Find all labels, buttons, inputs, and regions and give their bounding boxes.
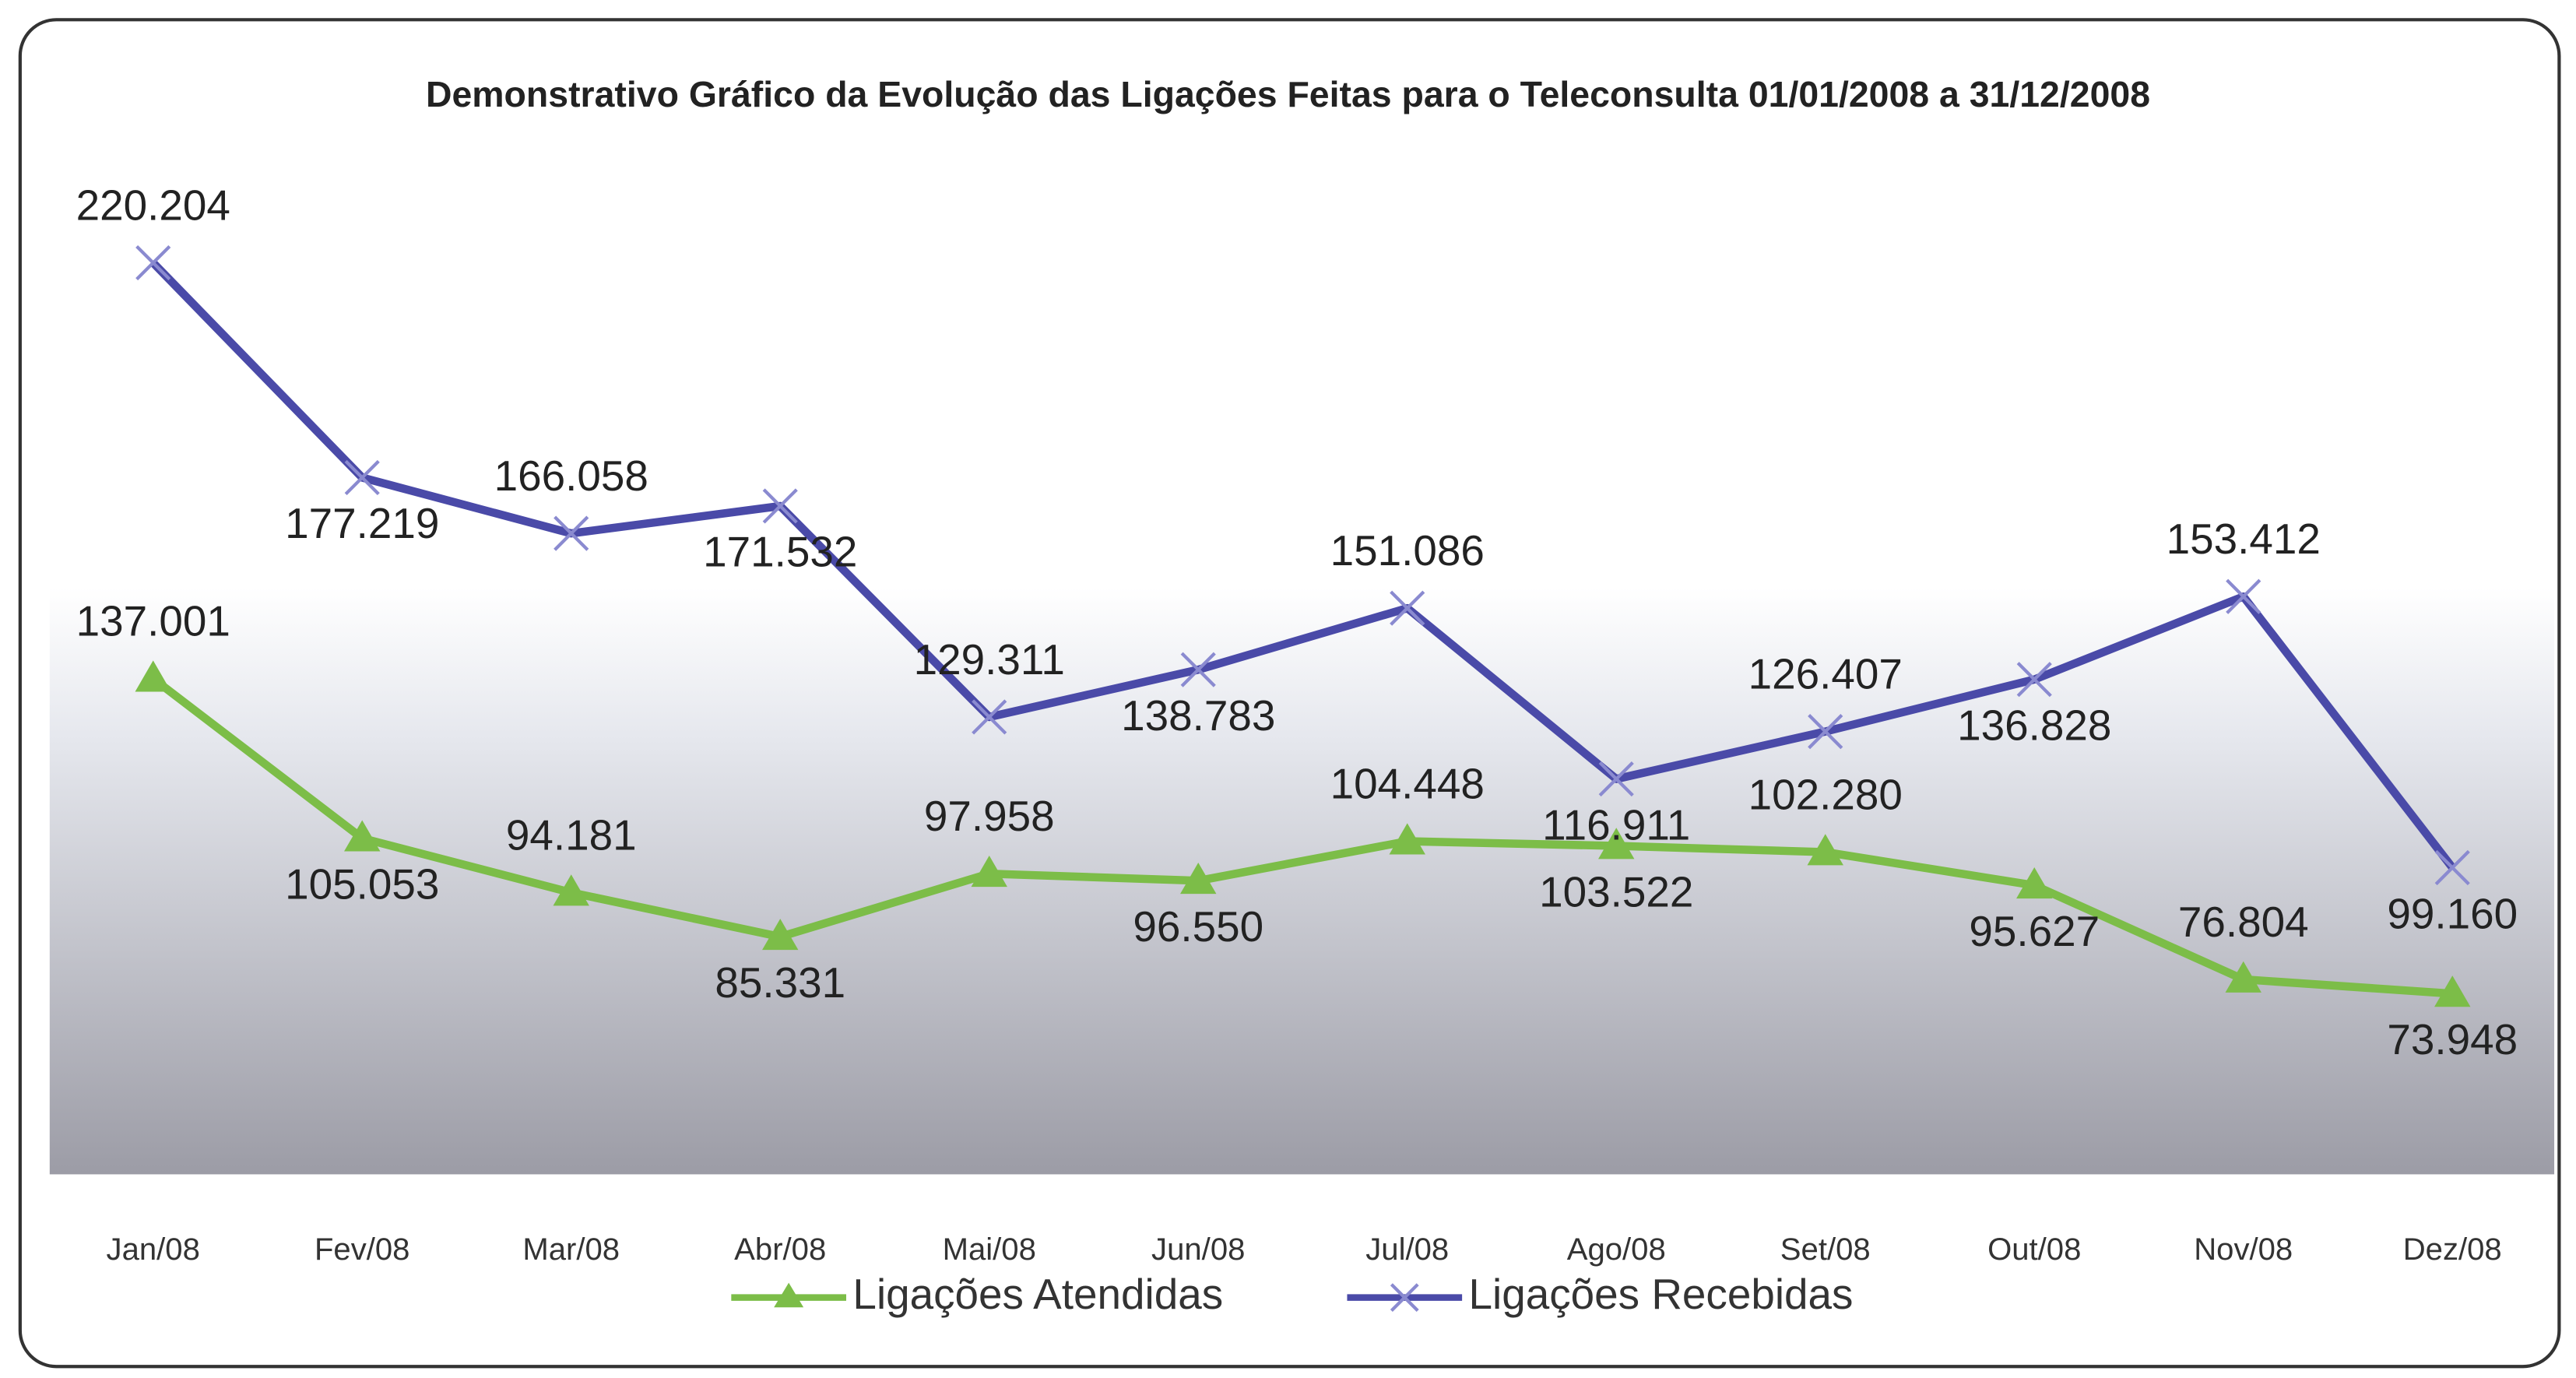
data-label: 171.532	[703, 528, 857, 576]
marker	[554, 515, 589, 551]
marker	[1180, 863, 1217, 895]
data-label: 177.219	[285, 499, 439, 547]
data-label: 136.828	[1957, 701, 2111, 749]
x-tick-label: Set/08	[1780, 1232, 1871, 1267]
plot-area	[49, 197, 2555, 1175]
marker	[344, 459, 380, 496]
data-label: 129.311	[914, 635, 1065, 684]
data-label: 105.053	[285, 859, 439, 908]
x-tick-label: Jul/08	[1365, 1232, 1449, 1267]
title-box: Demonstrativo Gráfico da Evolução das Li…	[425, 73, 2151, 115]
x-tick-label: Abr/08	[734, 1232, 826, 1267]
legend-label: Ligações Atendidas	[852, 1270, 1223, 1318]
marker	[135, 660, 171, 692]
data-label: 103.522	[1539, 867, 1693, 916]
legend-label: Ligações Recebidas	[1469, 1270, 1854, 1318]
marker	[2225, 961, 2261, 993]
x-tick-label: Dez/08	[2403, 1232, 2502, 1267]
data-label: 104.448	[1330, 759, 1485, 807]
marker	[135, 244, 171, 281]
chart-title: Demonstrativo Gráfico da Evolução das Li…	[425, 73, 2151, 115]
marker	[971, 856, 1007, 888]
x-tick-label: Nov/08	[2194, 1232, 2293, 1267]
data-label: 97.958	[924, 792, 1055, 840]
marker	[762, 488, 798, 524]
data-label: 220.204	[76, 181, 230, 229]
x-tick-label: Mai/08	[943, 1232, 1036, 1267]
data-label: 96.550	[1133, 902, 1263, 951]
legend-marker	[1390, 1283, 1419, 1312]
marker	[2016, 867, 2053, 899]
marker	[1390, 590, 1425, 626]
x-tick-label: Mar/08	[522, 1232, 620, 1267]
data-label: 138.783	[1121, 691, 1275, 740]
x-tick-label: Fev/08	[315, 1232, 410, 1267]
data-label: 151.086	[1330, 526, 1485, 575]
legend-marker	[774, 1282, 804, 1308]
data-label: 99.160	[2387, 889, 2518, 937]
marker	[2434, 849, 2470, 886]
marker	[1598, 761, 1634, 797]
data-label: 116.911	[1542, 800, 1690, 849]
data-label: 166.058	[494, 452, 648, 500]
x-tick-label: Jan/08	[107, 1232, 200, 1267]
data-label: 85.331	[715, 958, 845, 1007]
marker	[1389, 823, 1425, 855]
marker	[1598, 828, 1635, 859]
series-line	[150, 675, 2453, 998]
data-label: 95.627	[1969, 907, 2100, 955]
marker	[344, 820, 381, 852]
marker	[2226, 578, 2261, 614]
data-label: 102.280	[1748, 770, 1903, 818]
x-tick-label: Jun/08	[1151, 1232, 1245, 1267]
data-label: 94.181	[506, 810, 637, 859]
marker	[2434, 975, 2471, 1007]
marker	[1808, 714, 1843, 750]
data-label: 137.001	[76, 596, 230, 645]
marker	[1807, 834, 1843, 866]
data-label: 73.948	[2387, 1015, 2518, 1063]
marker	[553, 874, 589, 906]
data-label: 126.407	[1748, 649, 1903, 698]
series-line	[149, 259, 2456, 870]
data-label: 153.412	[2167, 515, 2321, 563]
x-tick-label: Ago/08	[1567, 1232, 1666, 1267]
data-label: 76.804	[2178, 898, 2309, 946]
marker	[762, 919, 799, 951]
marker	[2016, 662, 2052, 698]
marker	[1180, 652, 1216, 687]
x-tick-label: Out/08	[1987, 1232, 2081, 1267]
marker	[972, 699, 1007, 735]
